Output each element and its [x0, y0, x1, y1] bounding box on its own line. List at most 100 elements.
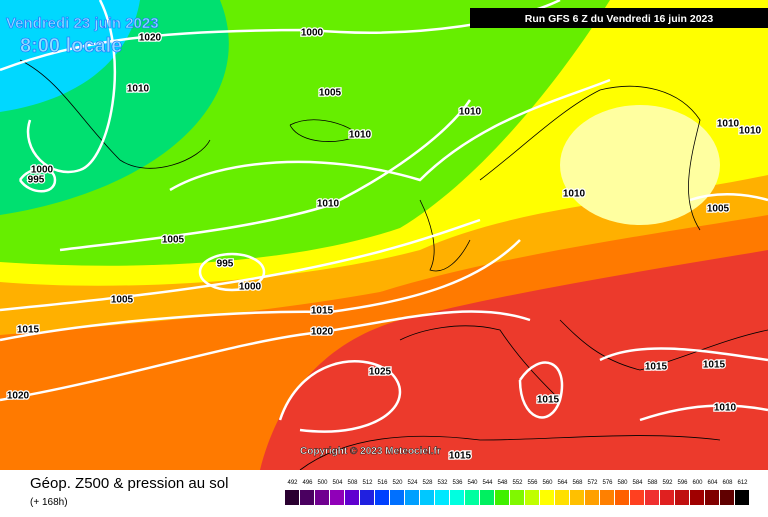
- isobar-label: 1010: [739, 126, 762, 137]
- isobar-label: 1000: [301, 28, 324, 39]
- isobar-label: 1010: [349, 130, 372, 141]
- colorbar-label: 528: [422, 480, 433, 486]
- isobar-label: 1015: [449, 451, 472, 462]
- valid-time: 8:00 locale: [20, 35, 122, 57]
- valid-date: Vendredi 23 juin 2023: [6, 15, 159, 32]
- run-box: [470, 8, 768, 28]
- isobar-label: 1025: [369, 367, 392, 378]
- isobar-label: 1015: [645, 362, 668, 373]
- isobar-label: 1005: [162, 235, 185, 246]
- colorbar-label: 556: [527, 480, 538, 486]
- colorbar-swatch: [405, 490, 419, 505]
- colorbar-label: 592: [662, 480, 673, 486]
- isobar-label: 1005: [319, 88, 342, 99]
- colorbar-swatch: [465, 490, 479, 505]
- colorbar-label: 604: [707, 480, 718, 486]
- colorbar-swatch: [345, 490, 359, 505]
- colorbar-label: 588: [647, 480, 658, 486]
- colorbar-swatch: [645, 490, 659, 505]
- colorbar-swatch: [360, 490, 374, 505]
- colorbar-swatch: [600, 490, 614, 505]
- isobar-label: 1005: [111, 295, 134, 306]
- colorbar-swatch: [330, 490, 344, 505]
- colorbar-label: 572: [587, 480, 598, 486]
- isobar-label: 995: [217, 259, 234, 270]
- copyright: Copyright © 2023 Meteociel.fr: [300, 446, 441, 457]
- colorbar-swatch: [390, 490, 404, 505]
- forecast-lead: (+ 168h): [30, 497, 68, 508]
- colorbar-swatch: [495, 490, 509, 505]
- colorbar-swatch: [285, 490, 299, 505]
- isobar-label: 1020: [311, 327, 334, 338]
- colorbar-label: 600: [692, 480, 703, 486]
- isobar-label: 1015: [537, 395, 560, 406]
- colorbar-label: 516: [377, 480, 388, 486]
- run-info: Run GFS 6 Z du Vendredi 16 juin 2023: [525, 13, 714, 25]
- isobar-label: 1015: [703, 360, 726, 371]
- colorbar-swatch: [675, 490, 689, 505]
- colorbar-swatch: [735, 490, 749, 505]
- colorbar-swatch: [480, 490, 494, 505]
- colorbar-swatch: [540, 490, 554, 505]
- colorbar-label: 512: [362, 480, 373, 486]
- background-fields: [0, 0, 768, 470]
- colorbar-swatch: [315, 490, 329, 505]
- isobar-label: 1015: [17, 325, 40, 336]
- colorbar-label: 524: [407, 480, 418, 486]
- colorbar-label: 560: [542, 480, 553, 486]
- colorbar-label: 548: [497, 480, 508, 486]
- colorbar-label: 496: [302, 480, 313, 486]
- colorbar-swatch: [720, 490, 734, 505]
- coastlines: [19, 59, 768, 471]
- colorbar-swatch: [435, 490, 449, 505]
- isobar-label: 1010: [717, 119, 740, 130]
- colorbar-label: 520: [392, 480, 403, 486]
- colorbar: 492 496 500 504 508 512 516 520 524 528 532 536 540 5…: [285, 480, 749, 505]
- isobar-label: 1010: [563, 189, 586, 200]
- colorbar-label: 492: [287, 480, 298, 486]
- isobar-label: 1000: [239, 282, 262, 293]
- isobar-label: 1020: [139, 33, 162, 44]
- colorbar-swatch: [420, 490, 434, 505]
- isobar-label: 1010: [714, 403, 737, 414]
- colorbar-swatch: [570, 490, 584, 505]
- colorbar-swatch: [300, 490, 314, 505]
- isobar-label: 1000: [31, 165, 54, 176]
- colorbar-swatch: [690, 490, 704, 505]
- colorbar-label: 500: [317, 480, 328, 486]
- colorbar-swatch: [585, 490, 599, 505]
- colorbar-swatch: [525, 490, 539, 505]
- colorbar-label: 564: [557, 480, 568, 486]
- isobar-label: 1010: [459, 107, 482, 118]
- colorbar-label: 508: [347, 480, 358, 486]
- isobar-label: 995: [28, 175, 45, 186]
- colorbar-swatch: [555, 490, 569, 505]
- colorbar-label: 540: [467, 480, 478, 486]
- colorbar-swatch: [660, 490, 674, 505]
- isobar-label: 1005: [707, 204, 730, 215]
- colorbar-label: 596: [677, 480, 688, 486]
- colorbar-label: 580: [617, 480, 628, 486]
- colorbar-swatch: [510, 490, 524, 505]
- colorbar-label: 584: [632, 480, 643, 486]
- isobar-label: 1010: [127, 84, 150, 95]
- colorbar-swatch: [375, 490, 389, 505]
- isobars: [0, 0, 768, 433]
- colorbar-label: 612: [737, 480, 748, 486]
- colorbar-label: 544: [482, 480, 493, 486]
- footer-title: Géop. Z500 & pression au sol: [30, 475, 228, 492]
- colorbar-swatch: [450, 490, 464, 505]
- isobar-label: 1020: [7, 391, 30, 402]
- colorbar-swatch: [630, 490, 644, 505]
- isobar-label: 1010: [317, 199, 340, 210]
- colorbar-label: 552: [512, 480, 523, 486]
- colorbar-label: 532: [437, 480, 448, 486]
- colorbar-label: 576: [602, 480, 613, 486]
- colorbar-swatch: [705, 490, 719, 505]
- colorbar-label: 504: [332, 480, 343, 486]
- colorbar-label: 608: [722, 480, 733, 486]
- colorbar-label: 568: [572, 480, 583, 486]
